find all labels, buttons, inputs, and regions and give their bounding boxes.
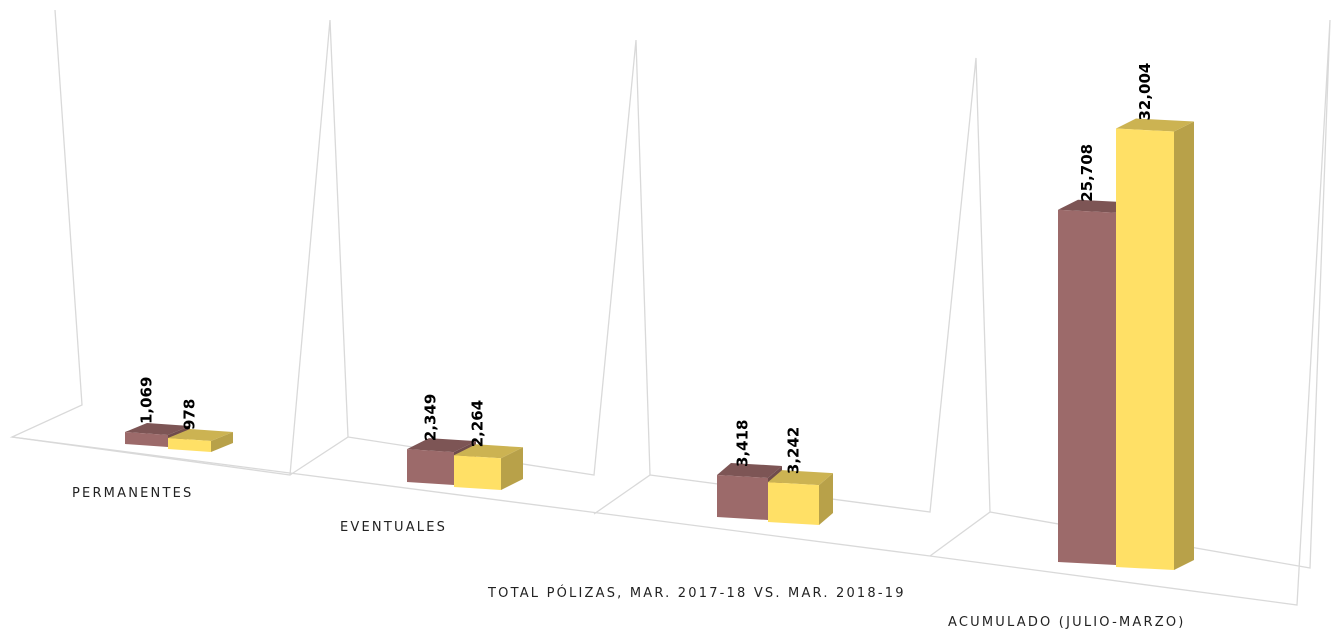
x-tick-label: ACUMULADO (JULIO-MARZO) [948,615,1186,630]
bar-side [1174,121,1194,570]
bar-top [454,444,523,459]
data-label: 32,004 [1136,63,1154,121]
data-label: 3,418 [734,420,752,467]
bar [454,455,501,490]
data-label: 3,242 [785,427,803,474]
bar [768,482,819,525]
x-tick-label: PERMANENTES [72,486,193,501]
bar-top [717,462,782,478]
bar [168,438,211,452]
bar-top [125,423,190,436]
bar-top [1116,118,1194,132]
data-label: 2,264 [469,400,487,447]
bar [717,474,768,520]
data-label: 2,349 [422,394,440,441]
data-label: 1,069 [138,377,156,424]
bar-top [768,470,833,486]
bar-side [211,432,233,452]
bar-side [819,473,833,525]
bar [1058,209,1116,565]
x-tick-label: EVENTUALES [340,520,447,535]
bar [407,449,454,485]
bar-top [407,438,476,453]
data-label: 978 [181,399,199,430]
bar-top [168,429,233,442]
x-tick-label: TOTAL PÓLIZAS, MAR. 2017-18 VS. MAR. 201… [487,585,906,601]
bar [1116,128,1174,570]
data-label: 25,708 [1078,144,1096,202]
bar-side [501,447,523,490]
bar [125,432,168,447]
